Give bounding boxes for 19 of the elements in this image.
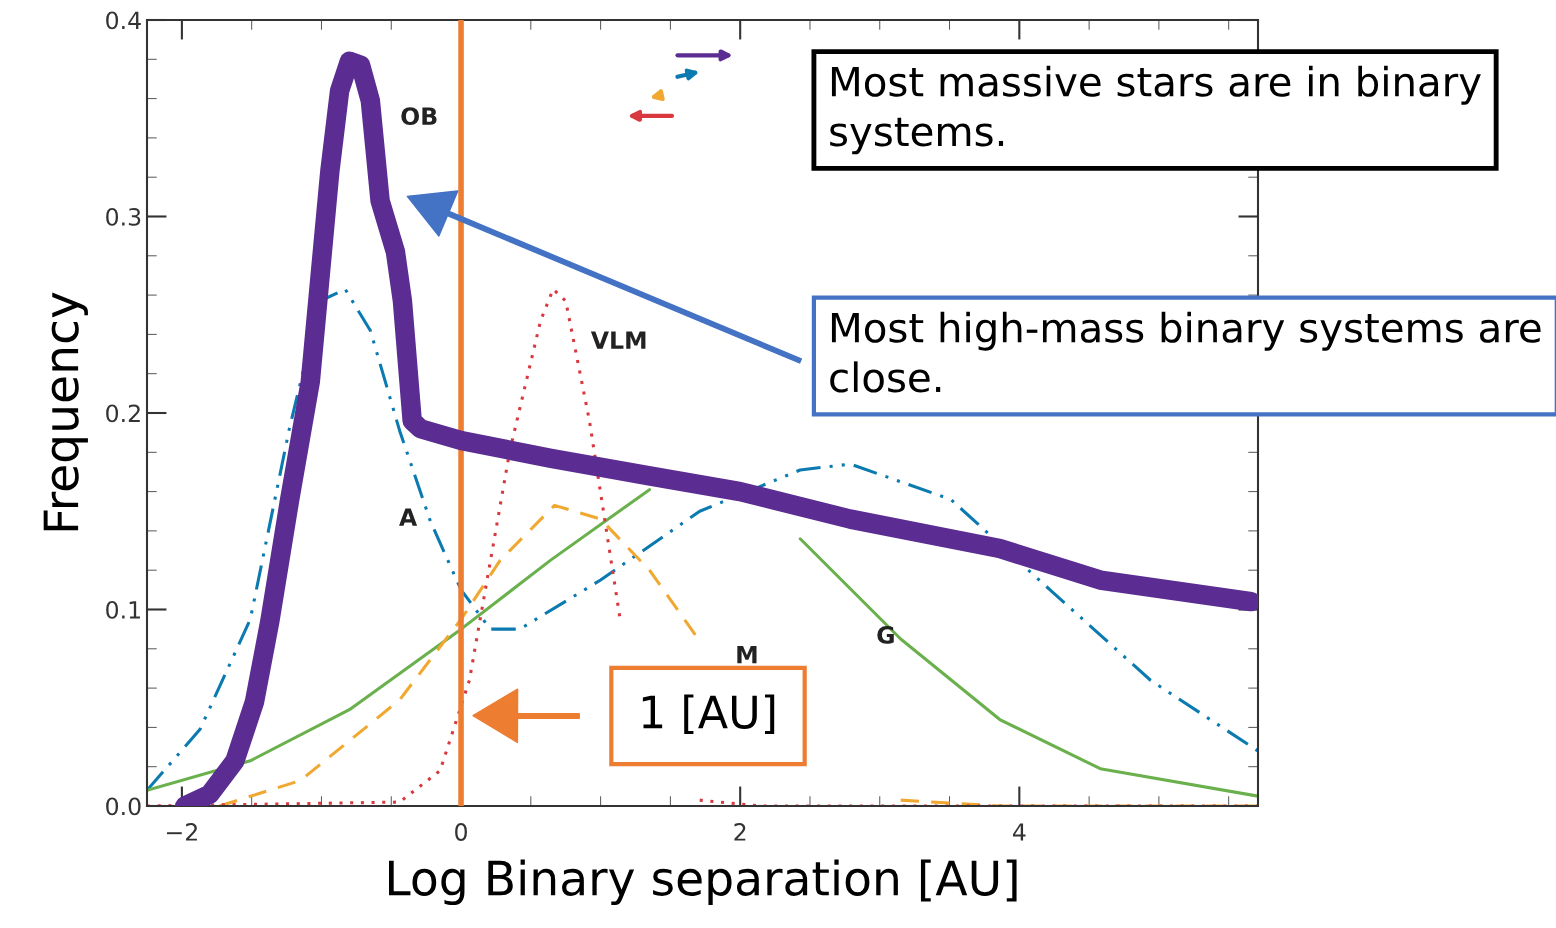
y-tick-label: 0.0 — [106, 797, 141, 816]
x-tick-label: 4 — [1012, 823, 1026, 841]
y-tick-label: 0.2 — [106, 404, 140, 423]
x-axis-title: Log Binary separation [AU] — [389, 859, 1017, 906]
annotation: 1 [AU] — [642, 694, 775, 735]
y-axis-title: Frequency — [43, 292, 88, 531]
annotation: OB — [401, 107, 437, 126]
y-tick-label: 0.1 — [106, 600, 140, 619]
annotation: VLM — [590, 331, 646, 349]
annotation: A — [399, 508, 418, 526]
x-tick-label: 2 — [734, 823, 746, 841]
annotation: M — [737, 645, 757, 664]
y-tick-label: 0.3 — [106, 207, 141, 226]
x-tick-label: 0 — [455, 823, 467, 841]
annotation: G — [877, 626, 894, 644]
annotation: Most massive stars are in binary systems. — [830, 65, 1481, 155]
annotation: Most high-mass binary systems are close. — [830, 311, 1541, 393]
y-tick-label: 0.4 — [106, 11, 141, 30]
x-tick-label: −2 — [166, 823, 197, 841]
